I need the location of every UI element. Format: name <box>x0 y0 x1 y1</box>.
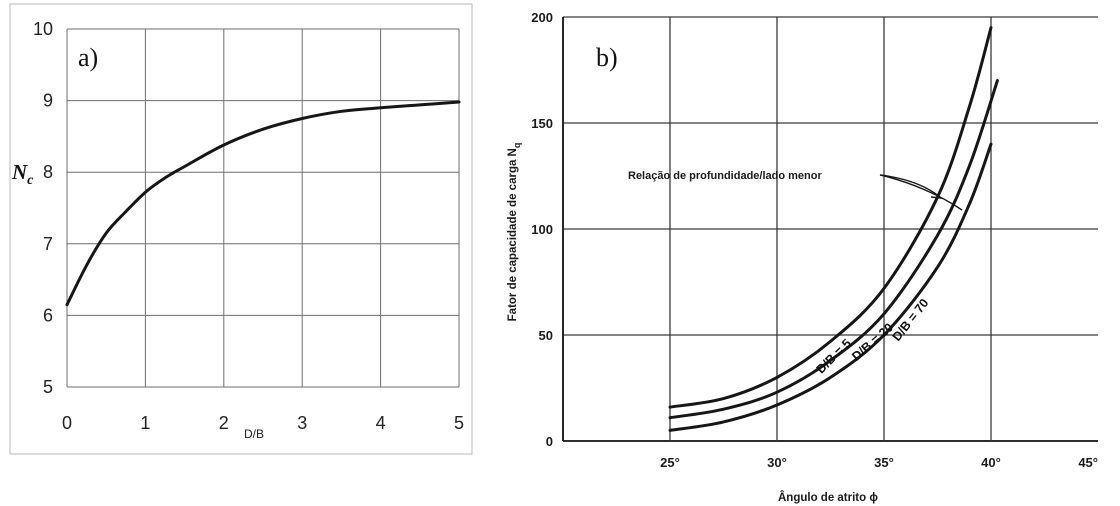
chart-a-y-tick-label: 10 <box>33 19 53 39</box>
chart-a-x-ticks: 0 1 2 3 4 5 <box>62 413 464 433</box>
chart-a-x-tick-label: 5 <box>454 413 464 433</box>
chart-b-y-tick-label: 100 <box>531 222 553 237</box>
chart-b: 0 50 100 150 200 25° 30° 35° 40° 45° b) Fator de… <box>507 10 1098 504</box>
chart-b-y-axis-label-main: Fator de capacidade de carga N <box>507 148 519 321</box>
chart-b-series-line <box>668 26 993 409</box>
chart-b-panel-label: b) <box>596 43 618 72</box>
chart-a-y-tick-label: 9 <box>43 91 53 111</box>
chart-b-y-ticks: 0 50 100 150 200 <box>531 10 553 449</box>
chart-b-series-labels: D/B = 5D/B = 20D/B = 70 <box>814 296 932 376</box>
chart-a-y-tick-label: 5 <box>43 377 53 397</box>
chart-b-y-tick-label: 200 <box>531 10 553 25</box>
chart-a-y-axis-label-main: N <box>11 160 28 184</box>
chart-b-x-tick-label: 30° <box>767 455 787 470</box>
chart-b-y-tick-label: 150 <box>531 116 553 131</box>
chart-a-series <box>65 100 461 307</box>
chart-b-annotation-leader-1 <box>879 174 941 198</box>
chart-a-y-tick-label: 7 <box>43 234 53 254</box>
chart-a-x-tick-label: 0 <box>62 413 72 433</box>
chart-a-x-tick-label: 4 <box>376 413 386 433</box>
chart-b-series-line <box>668 142 993 432</box>
chart-b-annotation-leader-2 <box>879 174 963 211</box>
chart-b-y-axis-label-sub: q <box>512 143 522 149</box>
chart-b-x-ticks: 25° 30° 35° 40° 45° <box>660 455 1098 470</box>
chart-b-x-tick-label: 40° <box>981 455 1001 470</box>
chart-a-x-tick-label: 1 <box>140 413 150 433</box>
chart-a-frame <box>9 3 473 455</box>
chart-a: 5 6 7 8 9 10 0 1 2 3 4 5 a) Nc D/B <box>9 3 473 455</box>
chart-b-y-tick-label: 0 <box>546 434 553 449</box>
chart-b-series-label: D/B = 5 <box>814 336 854 376</box>
chart-a-y-axis-label-sub: c <box>27 173 34 188</box>
chart-a-x-axis-label: D/B <box>244 427 264 441</box>
chart-b-x-tick-label: 45° <box>1078 455 1098 470</box>
chart-b-grid <box>562 16 1098 442</box>
chart-a-panel-label: a) <box>78 43 98 72</box>
chart-b-y-tick-label: 50 <box>539 328 553 343</box>
chart-a-x-tick-label: 2 <box>219 413 229 433</box>
chart-a-y-ticks: 5 6 7 8 9 10 <box>33 19 53 397</box>
chart-b-series-line <box>668 79 999 420</box>
chart-b-annotation: Relação de profundidade/lado menor <box>628 170 822 182</box>
chart-a-y-tick-label: 8 <box>43 162 53 182</box>
chart-a-grid <box>66 28 460 388</box>
chart-a-series-line <box>65 100 461 307</box>
chart-b-x-tick-label: 25° <box>660 455 680 470</box>
chart-a-x-tick-label: 3 <box>297 413 307 433</box>
chart-b-series <box>668 26 999 432</box>
chart-b-y-axis-label: Fator de capacidade de carga Nq <box>507 143 522 322</box>
chart-a-y-tick-label: 6 <box>43 305 53 325</box>
chart-a-y-axis-label: Nc <box>11 160 34 188</box>
chart-b-x-axis-label: Ângulo de atrito ϕ <box>778 491 878 504</box>
chart-b-x-tick-label: 35° <box>874 455 894 470</box>
